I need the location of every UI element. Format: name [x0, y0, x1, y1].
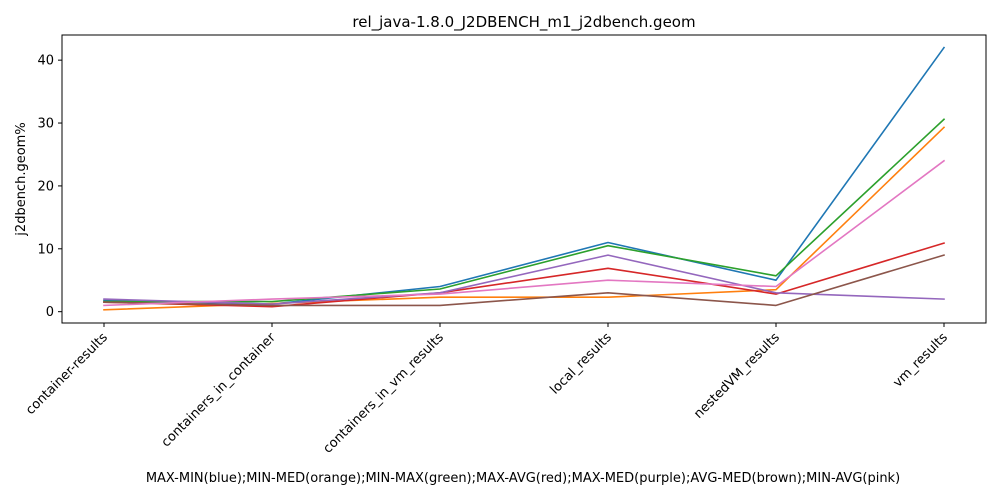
chart-title: rel_java-1.8.0_J2DBENCH_m1_j2dbench.geom — [352, 13, 695, 32]
y-axis-label: j2dbench.geom% — [14, 122, 29, 236]
series-line-1 — [103, 126, 946, 311]
plot-frame — [61, 34, 987, 324]
series-line-4 — [103, 254, 945, 305]
x-ticks-layer: container-results containers_in_container… — [23, 323, 951, 457]
x-tick-label: vm_results — [890, 330, 951, 391]
x-axis-label: MAX-MIN(blue);MIN-MED(orange);MIN-MAX(gr… — [146, 471, 900, 486]
x-tick-label: container-results — [23, 330, 111, 418]
series-line-6 — [103, 159, 946, 307]
series-line-3 — [103, 242, 945, 308]
series-line-5 — [103, 254, 945, 307]
y-tick-label: 0 — [46, 305, 54, 320]
x-tick-label: containers_in_vm_results — [321, 330, 447, 456]
series-layer — [103, 46, 946, 311]
x-tick-label: local_results — [547, 330, 615, 398]
x-tick-label: nestedVM_results — [691, 330, 783, 422]
series-line-0 — [103, 46, 946, 305]
y-tick-label: 20 — [37, 179, 54, 194]
x-tick-label: containers_in_container — [159, 330, 280, 451]
series-line-2 — [103, 118, 946, 303]
y-tick-label: 10 — [37, 242, 54, 257]
y-tick-label: 30 — [37, 117, 54, 132]
y-tick-label: 40 — [37, 54, 54, 69]
y-ticks-layer: 0 10 20 30 40 — [37, 54, 62, 320]
